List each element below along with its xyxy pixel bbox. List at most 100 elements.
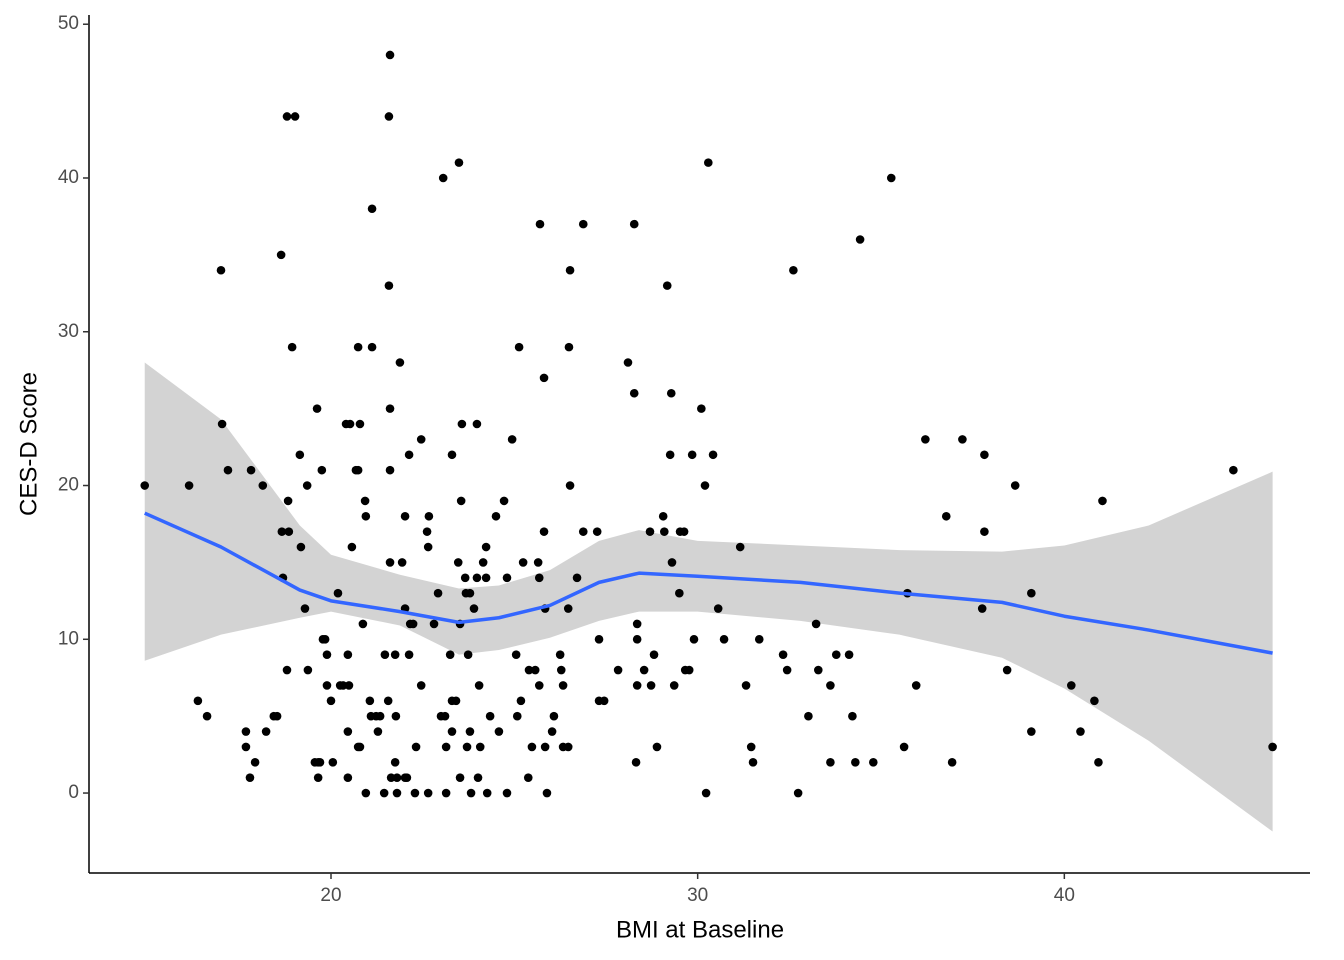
point (804, 711, 813, 721)
point (502, 573, 512, 583)
point (869, 757, 878, 767)
point (631, 757, 641, 767)
point (284, 527, 294, 536)
y-tick-label: 20 (58, 475, 79, 496)
point (353, 342, 363, 352)
point (713, 604, 723, 613)
point (410, 788, 420, 798)
point (223, 465, 233, 475)
point (665, 450, 675, 460)
point (202, 711, 212, 721)
point (491, 511, 501, 521)
point (422, 527, 432, 536)
point (921, 435, 930, 444)
point (272, 711, 282, 721)
point (623, 358, 633, 367)
point (416, 681, 426, 690)
point (361, 788, 371, 798)
point (367, 342, 377, 352)
point (360, 496, 370, 506)
point (1094, 757, 1103, 767)
point (652, 742, 662, 752)
point (392, 773, 402, 782)
point (540, 742, 550, 752)
point (539, 527, 549, 536)
point (462, 742, 472, 752)
point (578, 527, 588, 536)
point (704, 158, 713, 167)
point (322, 650, 332, 659)
point (469, 604, 479, 613)
point (1098, 496, 1107, 506)
point (514, 342, 524, 352)
point (565, 481, 575, 490)
x-axis-title: BMI at Baseline (616, 916, 784, 943)
point (373, 727, 383, 736)
point (445, 650, 455, 659)
point (390, 650, 400, 659)
point (392, 788, 402, 798)
point (516, 696, 526, 706)
point (563, 604, 573, 613)
point (530, 665, 540, 675)
point (355, 742, 365, 752)
point (313, 773, 323, 782)
x-tick-label: 30 (687, 885, 708, 906)
point (441, 788, 451, 798)
point (629, 219, 639, 229)
point (466, 788, 476, 798)
point (534, 681, 544, 690)
point (645, 527, 655, 536)
point (592, 527, 602, 536)
point (549, 711, 559, 721)
point (511, 650, 521, 659)
point (282, 665, 292, 675)
point (456, 496, 466, 506)
point (980, 527, 989, 536)
point (315, 757, 325, 767)
point (258, 481, 268, 490)
point (241, 742, 251, 752)
point (395, 358, 405, 367)
point (1268, 742, 1277, 752)
point (746, 742, 756, 752)
point (391, 711, 401, 721)
point (855, 235, 865, 244)
point (276, 250, 286, 260)
point (355, 419, 365, 429)
point (241, 727, 251, 736)
point (290, 112, 300, 121)
point (472, 419, 482, 429)
point (811, 619, 821, 629)
point (408, 619, 418, 629)
point (523, 773, 533, 782)
y-tick-label: 30 (58, 321, 79, 342)
y-axis-title: CES-D Score (15, 372, 42, 516)
point (980, 450, 989, 460)
point (851, 757, 860, 767)
point (473, 773, 483, 782)
point (343, 727, 353, 736)
point (826, 757, 835, 767)
point (438, 173, 448, 183)
point (343, 773, 353, 782)
point (261, 727, 271, 736)
smooth-line (144, 511, 1273, 655)
point (475, 742, 485, 752)
point (524, 665, 534, 675)
point (572, 573, 582, 583)
x-tick-label: 40 (1054, 885, 1075, 906)
point (322, 681, 332, 690)
point (217, 419, 227, 429)
point (502, 788, 512, 798)
point (558, 681, 568, 690)
point (380, 650, 390, 659)
point (440, 711, 450, 721)
point (384, 112, 394, 121)
point (317, 465, 327, 475)
y-tick-label: 50 (58, 13, 79, 34)
point (441, 742, 451, 752)
point (400, 511, 410, 521)
